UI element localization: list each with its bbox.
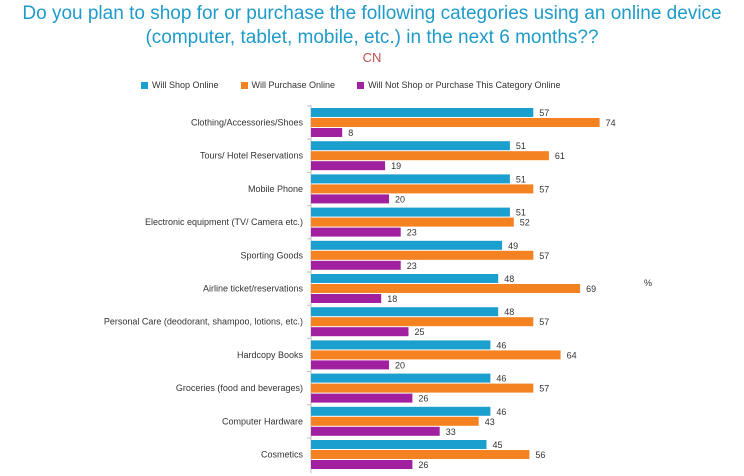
bar-series-2 [311, 327, 409, 337]
data-label: 43 [485, 417, 495, 427]
bar-series-0 [311, 406, 491, 416]
bar-series-2 [311, 227, 401, 237]
data-label: 52 [520, 218, 530, 228]
data-label: 57 [539, 108, 549, 118]
bar-series-0 [311, 174, 510, 184]
bar-series-1 [311, 450, 530, 459]
data-label: 57 [539, 317, 549, 327]
data-label: 8 [348, 128, 353, 138]
bar-series-1 [311, 151, 549, 161]
legend-item-purchase: Will Purchase Online [240, 80, 336, 90]
legend: Will Shop Online Will Purchase Online Wi… [141, 80, 560, 90]
data-label: 23 [407, 261, 417, 271]
bar-series-2 [311, 460, 413, 469]
data-label: 61 [555, 151, 565, 161]
data-label: 20 [395, 194, 405, 204]
bar-series-1 [311, 118, 600, 127]
bar-series-1 [311, 317, 534, 327]
bar-series-2 [311, 426, 440, 436]
data-label: 26 [418, 460, 428, 470]
bar-series-0 [311, 307, 499, 317]
data-label: 45 [493, 440, 503, 450]
data-label: 57 [539, 251, 549, 261]
data-label: 23 [407, 228, 417, 238]
bar-series-2 [311, 194, 389, 204]
data-label: 64 [567, 350, 577, 360]
legend-label-purchase: Will Purchase Online [251, 80, 336, 90]
chart-subtitle: CN [362, 50, 382, 65]
data-label: 69 [586, 284, 596, 294]
bar-series-1 [311, 383, 534, 393]
data-label: 48 [504, 307, 514, 317]
category-label: Computer Hardware [222, 416, 303, 426]
bar-series-1 [311, 284, 581, 293]
bar-series-2 [311, 393, 413, 403]
bar-series-0 [311, 373, 491, 383]
chart-title: Do you plan to shop for or purchase the … [0, 2, 744, 50]
category-label: Airline ticket/reservations [203, 284, 304, 294]
data-label: 74 [606, 118, 616, 128]
chart-title-line1: Do you plan to shop for or purchase the … [22, 3, 722, 24]
legend-item-not: Will Not Shop or Purchase This Category … [357, 80, 560, 90]
bar-series-0 [311, 141, 510, 151]
legend-label-not: Will Not Shop or Purchase This Category … [368, 80, 561, 90]
data-label: 46 [496, 340, 506, 350]
data-label: 20 [395, 360, 405, 370]
data-label: 51 [516, 174, 526, 184]
data-label: 49 [508, 241, 518, 251]
data-label: 19 [391, 161, 401, 171]
unit-label: % [644, 278, 653, 288]
legend-label-shop: Will Shop Online [152, 80, 219, 90]
bar-series-1 [311, 217, 514, 227]
data-label: 48 [504, 274, 514, 284]
category-label: Mobile Phone [248, 184, 303, 194]
data-label: 46 [496, 374, 506, 384]
legend-swatch-purchase [240, 81, 248, 89]
legend-item-shop: Will Shop Online [141, 80, 219, 90]
category-label: Hardcopy Books [237, 350, 304, 360]
bar-series-0 [311, 340, 491, 350]
category-label: Groceries (food and beverages) [176, 383, 303, 393]
bar-series-1 [311, 250, 534, 260]
bar-series-1 [311, 184, 534, 194]
category-label: Tours/ Hotel Reservations [200, 151, 304, 161]
category-label: Personal Care (deodorant, shampoo, lotio… [104, 317, 303, 327]
chart-title-line2: (computer, tablet, mobile, etc.) in the … [145, 27, 599, 48]
bar-series-2 [311, 128, 343, 137]
legend-swatch-not [357, 81, 365, 89]
data-label: 18 [387, 294, 397, 304]
bar-series-2 [311, 294, 382, 303]
bar-series-2 [311, 360, 389, 370]
category-label: Clothing/Accessories/Shoes [191, 118, 304, 128]
bar-series-2 [311, 260, 401, 270]
bar-series-1 [311, 350, 561, 360]
bar-series-0 [311, 440, 487, 449]
bar-series-0 [311, 108, 534, 117]
data-label: 51 [516, 208, 526, 218]
bar-series-0 [311, 240, 503, 250]
data-label: 46 [496, 407, 506, 417]
data-label: 25 [415, 327, 425, 337]
data-label: 26 [418, 394, 428, 404]
bar-series-2 [311, 161, 386, 171]
data-label: 33 [446, 427, 456, 437]
data-label: 57 [539, 184, 549, 194]
data-label: 57 [539, 384, 549, 394]
data-label: 51 [516, 141, 526, 151]
legend-swatch-shop [141, 81, 148, 89]
bar-series-1 [311, 416, 479, 426]
category-label: Sporting Goods [240, 250, 303, 260]
data-label: 56 [535, 450, 545, 460]
bar-series-0 [311, 274, 499, 283]
category-label: Cosmetics [261, 450, 304, 460]
category-label: Electronic equipment (TV/ Camera etc.) [145, 217, 303, 227]
bar-series-0 [311, 207, 510, 217]
